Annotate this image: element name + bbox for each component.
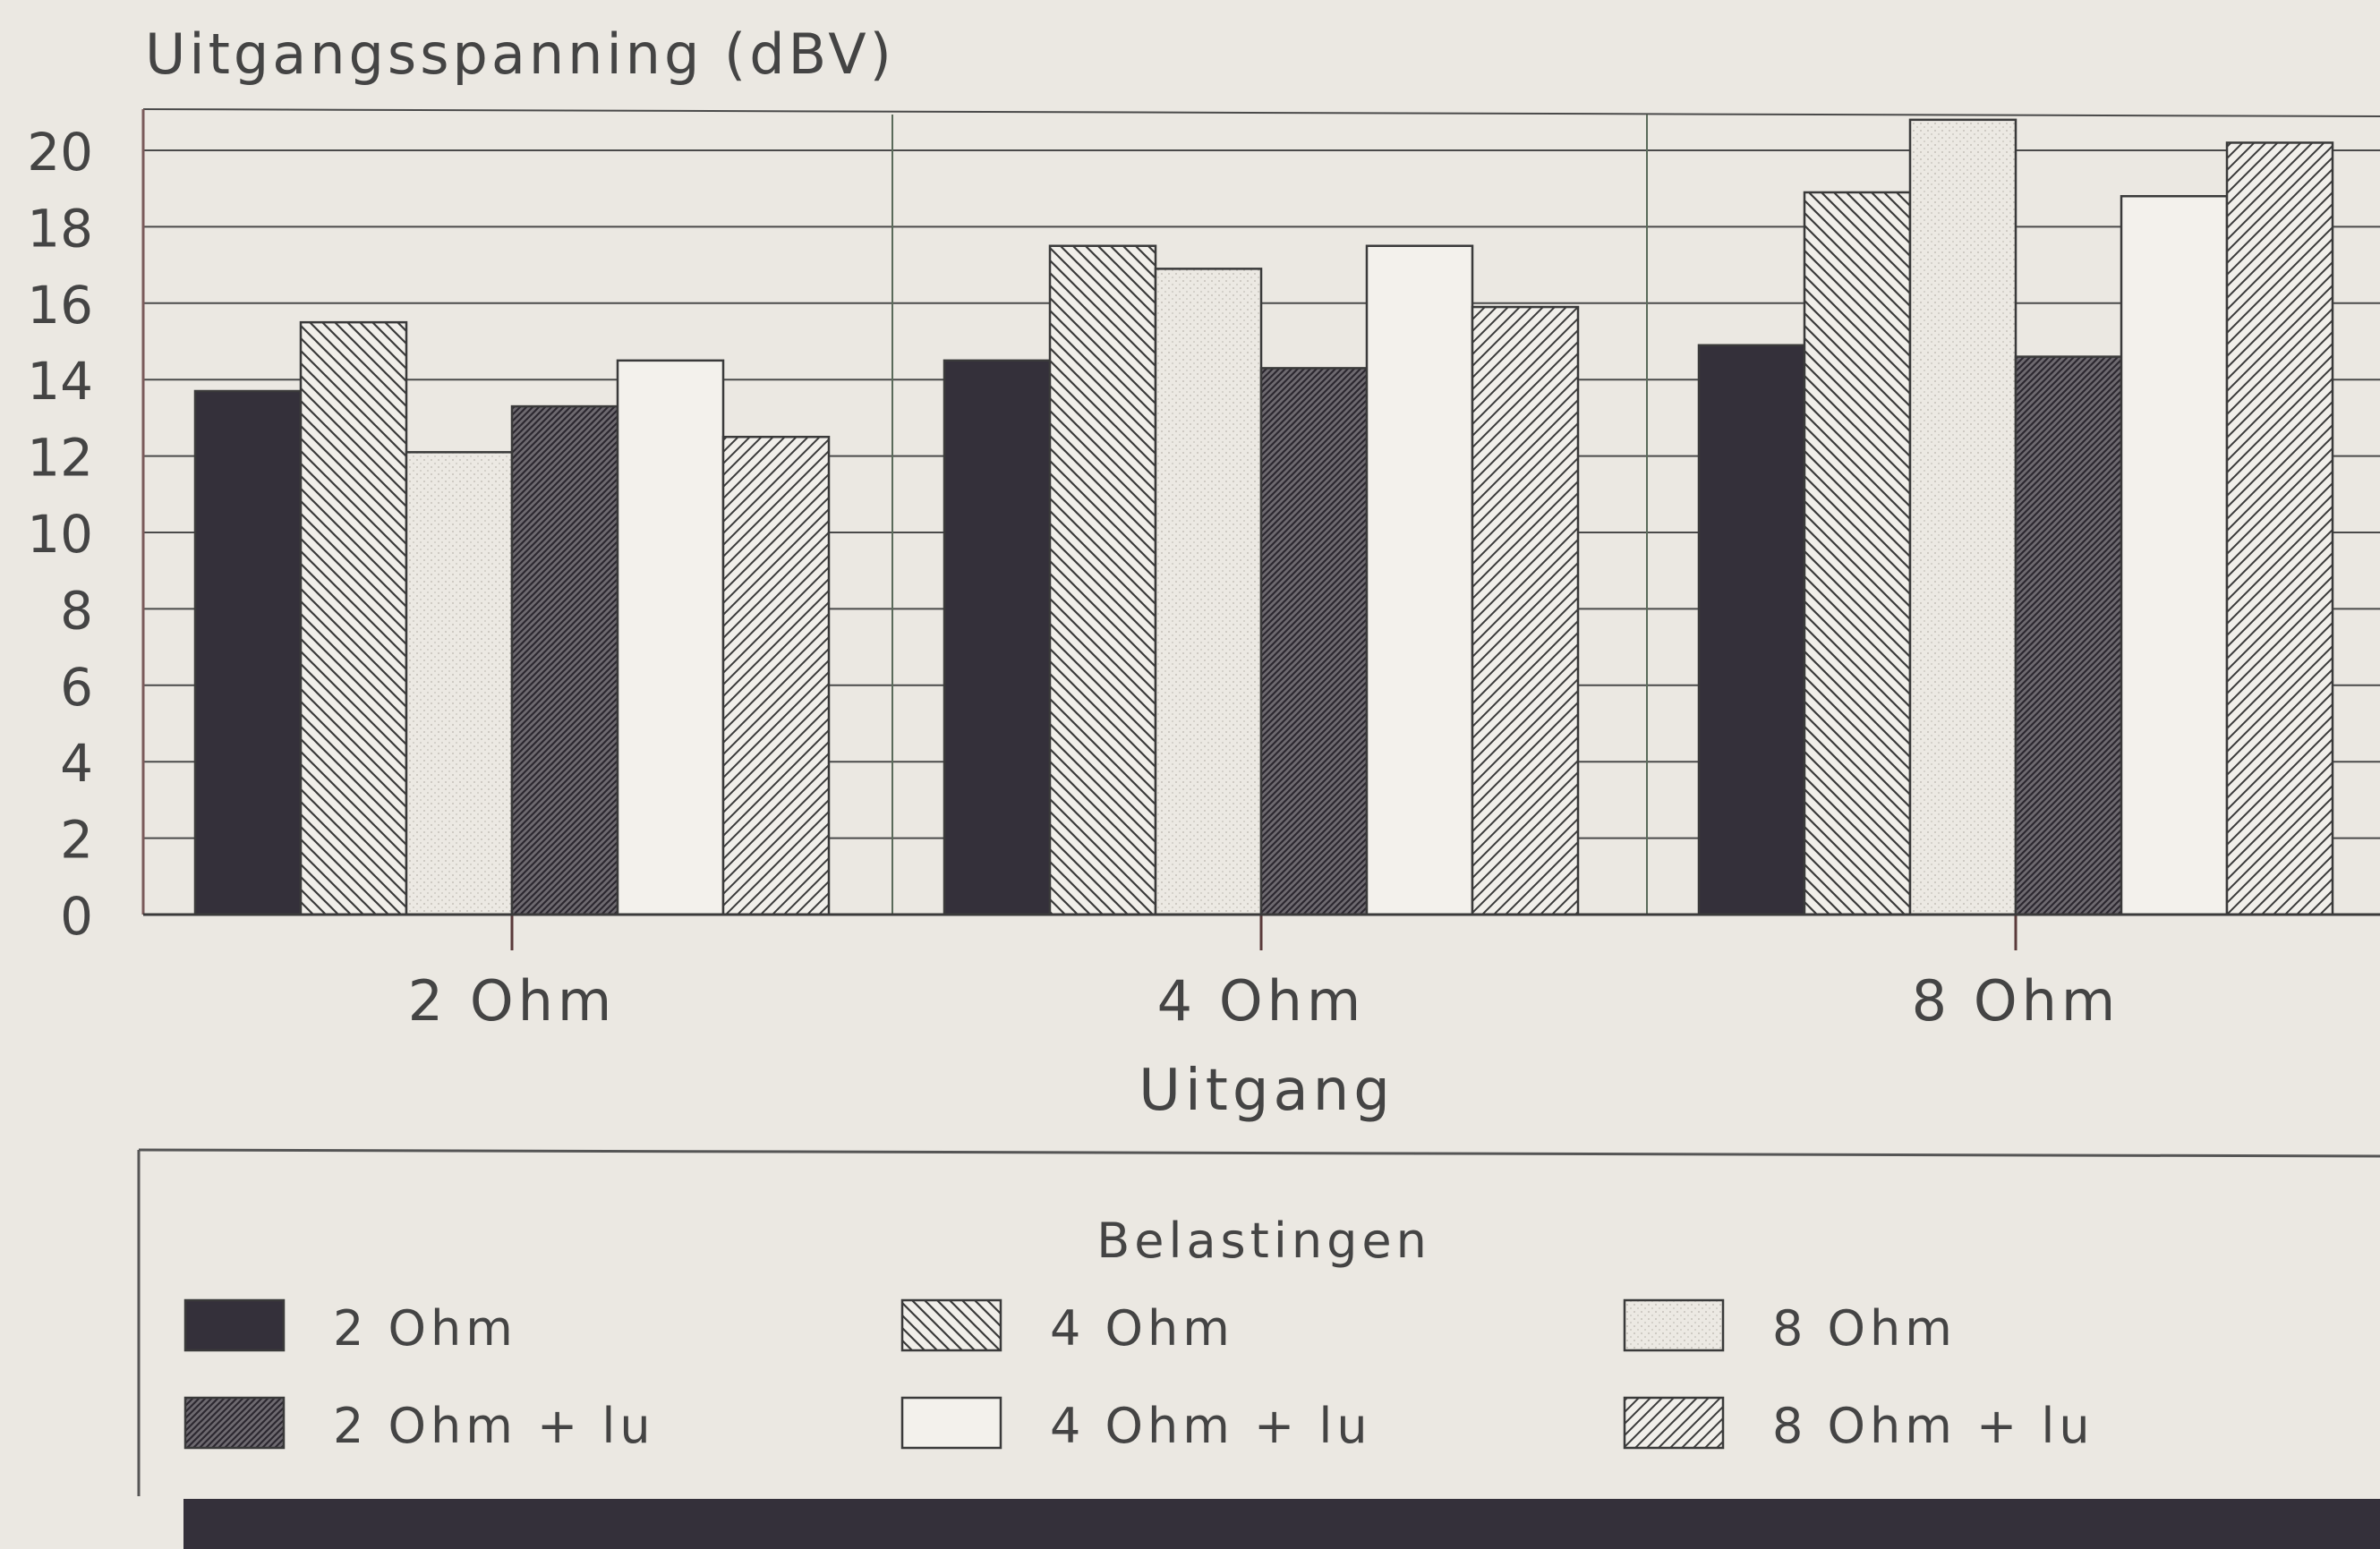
legend-items: 2 Ohm 4 Ohm 8 Ohm 2 Ohm + lu 4 Ohm + lu 8 Ohm… [183, 1298, 2094, 1454]
y-tick-label: 0 [60, 886, 93, 947]
y-tick-label: 20 [27, 122, 93, 183]
bar [193, 389, 303, 916]
legend-swatch [183, 1396, 286, 1450]
bar [510, 404, 619, 916]
bar [943, 359, 1052, 916]
legend: Belastingen 2 Ohm 4 Ohm 8 Ohm 2 Ohm + lu 4 O… [137, 1148, 2380, 1549]
legend-label: 8 Ohm [1772, 1300, 1957, 1357]
x-tick-label: 4 Ohm [1157, 968, 1366, 1034]
bar [1365, 244, 1474, 916]
legend-title: Belastingen [1096, 1213, 1431, 1269]
bar [1259, 367, 1369, 916]
y-tick-label: 16 [27, 275, 93, 336]
bar [721, 436, 831, 916]
bar [1471, 305, 1580, 916]
legend-swatch [183, 1298, 286, 1352]
bar [2225, 141, 2334, 916]
legend-swatch [900, 1396, 1002, 1450]
bar [1908, 118, 2017, 916]
bar [2014, 355, 2123, 916]
y-tick-label: 2 [60, 810, 93, 871]
legend-frame-top [138, 1148, 2380, 1158]
y-axis-label: Uitgangsspanning (dBV) [145, 21, 895, 87]
x-axis-label: Uitgang [1139, 1058, 1395, 1124]
bar [1048, 244, 1157, 916]
y-axis-ticks: 0 2 4 6 8 10 12 14 16 18 20 [27, 122, 93, 947]
x-tick-label: 8 Ohm [1912, 968, 2120, 1034]
legend-bottom-band [183, 1499, 2380, 1549]
x-axis-ticks: 2 Ohm 4 Ohm 8 Ohm [408, 915, 2120, 1034]
bar [1154, 268, 1263, 916]
legend-label: 2 Ohm + lu [333, 1398, 655, 1454]
legend-swatch [1623, 1298, 1725, 1352]
bar [1803, 191, 1912, 916]
plot-top-border [142, 108, 2380, 117]
y-tick-label: 10 [27, 504, 93, 565]
legend-swatch [1623, 1396, 1725, 1450]
bar [616, 359, 725, 916]
x-tick-label: 2 Ohm [408, 968, 617, 1034]
bars [193, 118, 2334, 916]
bar [299, 320, 408, 916]
bar [1697, 344, 1806, 916]
legend-label: 4 Ohm + lu [1050, 1398, 1372, 1454]
legend-label: 2 Ohm [333, 1300, 517, 1357]
legend-label: 8 Ohm + lu [1772, 1398, 2094, 1454]
y-tick-label: 8 [60, 580, 93, 641]
y-tick-label: 6 [60, 657, 93, 718]
bar [405, 451, 514, 916]
y-tick-label: 14 [27, 351, 93, 412]
bar [2120, 194, 2229, 916]
legend-swatch [900, 1298, 1002, 1352]
y-tick-label: 18 [27, 198, 93, 259]
y-tick-label: 12 [27, 428, 93, 489]
legend-label: 4 Ohm [1050, 1300, 1234, 1357]
y-tick-label: 4 [60, 733, 93, 794]
